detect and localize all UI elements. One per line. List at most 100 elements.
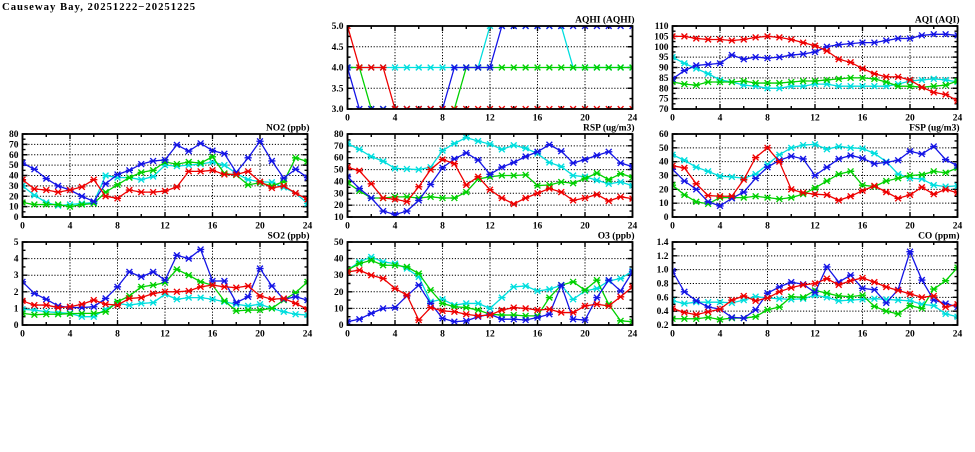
svg-text:20: 20: [905, 222, 915, 232]
svg-text:24: 24: [628, 222, 638, 232]
svg-text:0: 0: [670, 330, 675, 340]
svg-text:3.5: 3.5: [332, 84, 344, 94]
svg-text:AQHI (AQHI): AQHI (AQHI): [575, 15, 634, 26]
svg-text:80: 80: [659, 84, 669, 94]
svg-text:12: 12: [160, 222, 170, 232]
svg-text:O3 (ppb): O3 (ppb): [598, 231, 635, 242]
svg-text:5: 5: [14, 238, 19, 248]
svg-text:4: 4: [393, 222, 398, 232]
svg-text:3.0: 3.0: [332, 105, 344, 115]
svg-text:8: 8: [115, 330, 120, 340]
svg-text:40: 40: [334, 177, 344, 187]
svg-text:0.6: 0.6: [657, 293, 669, 303]
svg-text:8: 8: [440, 330, 445, 340]
svg-text:30: 30: [334, 189, 344, 199]
svg-text:0: 0: [345, 114, 350, 124]
svg-text:24: 24: [953, 330, 963, 340]
svg-text:10: 10: [334, 304, 344, 314]
svg-text:12: 12: [485, 114, 495, 124]
svg-text:85: 85: [659, 74, 669, 84]
svg-text:40: 40: [9, 172, 19, 182]
svg-text:16: 16: [533, 222, 543, 232]
svg-text:0.2: 0.2: [657, 321, 669, 331]
svg-text:4: 4: [718, 114, 723, 124]
svg-text:12: 12: [160, 330, 170, 340]
svg-text:70: 70: [334, 142, 344, 152]
svg-text:50: 50: [9, 161, 19, 171]
svg-text:SO2 (ppb): SO2 (ppb): [268, 231, 310, 242]
svg-text:16: 16: [533, 330, 543, 340]
svg-text:70: 70: [659, 105, 669, 115]
svg-text:30: 30: [334, 271, 344, 281]
svg-text:FSP (ug/m3): FSP (ug/m3): [909, 123, 959, 134]
svg-text:8: 8: [765, 114, 770, 124]
svg-text:60: 60: [9, 151, 19, 161]
svg-text:20: 20: [255, 222, 265, 232]
svg-text:40: 40: [659, 158, 669, 168]
svg-text:50: 50: [334, 166, 344, 176]
svg-text:80: 80: [334, 130, 344, 140]
svg-text:1.0: 1.0: [657, 266, 669, 276]
svg-text:0: 0: [14, 321, 19, 331]
svg-text:0.8: 0.8: [657, 280, 669, 290]
svg-text:4.0: 4.0: [332, 64, 344, 74]
svg-text:24: 24: [628, 114, 638, 124]
svg-text:3: 3: [14, 271, 19, 281]
svg-text:20: 20: [580, 114, 590, 124]
svg-text:8: 8: [765, 330, 770, 340]
svg-text:50: 50: [659, 144, 669, 154]
svg-text:1: 1: [14, 304, 19, 314]
svg-text:4: 4: [393, 114, 398, 124]
svg-text:50: 50: [334, 238, 344, 248]
svg-text:12: 12: [810, 222, 820, 232]
svg-text:8: 8: [765, 222, 770, 232]
svg-text:Causeway Bay, 20251222−2025122: Causeway Bay, 20251222−20251225: [2, 1, 196, 13]
svg-text:0: 0: [20, 330, 25, 340]
svg-text:4: 4: [68, 330, 73, 340]
svg-text:20: 20: [580, 222, 590, 232]
svg-text:4: 4: [393, 330, 398, 340]
svg-text:4: 4: [14, 255, 19, 265]
svg-text:10: 10: [9, 203, 19, 213]
svg-text:20: 20: [905, 330, 915, 340]
svg-text:0: 0: [670, 222, 675, 232]
svg-text:12: 12: [810, 330, 820, 340]
svg-text:10: 10: [659, 199, 669, 209]
svg-text:RSP (ug/m3): RSP (ug/m3): [583, 123, 634, 134]
svg-text:16: 16: [533, 114, 543, 124]
svg-text:24: 24: [953, 114, 963, 124]
svg-text:24: 24: [628, 330, 638, 340]
svg-text:8: 8: [440, 114, 445, 124]
svg-text:4.5: 4.5: [332, 43, 344, 53]
svg-text:4: 4: [68, 222, 73, 232]
svg-text:70: 70: [9, 140, 19, 150]
svg-text:24: 24: [303, 222, 313, 232]
svg-text:0: 0: [345, 330, 350, 340]
svg-text:75: 75: [659, 95, 669, 105]
svg-text:24: 24: [303, 330, 313, 340]
svg-text:40: 40: [334, 255, 344, 265]
svg-text:80: 80: [9, 130, 19, 140]
svg-text:20: 20: [9, 192, 19, 202]
svg-text:16: 16: [858, 330, 868, 340]
svg-text:105: 105: [654, 32, 669, 42]
svg-text:CO (ppm): CO (ppm): [918, 231, 959, 242]
svg-text:16: 16: [208, 222, 218, 232]
svg-text:1.4: 1.4: [657, 238, 669, 248]
svg-text:16: 16: [208, 330, 218, 340]
svg-text:0: 0: [14, 213, 19, 223]
svg-text:20: 20: [255, 330, 265, 340]
svg-text:20: 20: [334, 288, 344, 298]
svg-text:1.2: 1.2: [657, 252, 669, 262]
svg-text:NO2 (ppb): NO2 (ppb): [266, 123, 310, 134]
svg-text:0: 0: [20, 222, 25, 232]
svg-text:110: 110: [655, 22, 669, 32]
svg-text:10: 10: [334, 213, 344, 223]
svg-text:16: 16: [858, 222, 868, 232]
svg-text:4: 4: [718, 330, 723, 340]
svg-text:0.4: 0.4: [657, 307, 669, 317]
svg-text:12: 12: [485, 330, 495, 340]
svg-text:60: 60: [659, 130, 669, 140]
svg-text:90: 90: [659, 64, 669, 74]
svg-text:AQI (AQI): AQI (AQI): [915, 15, 960, 26]
